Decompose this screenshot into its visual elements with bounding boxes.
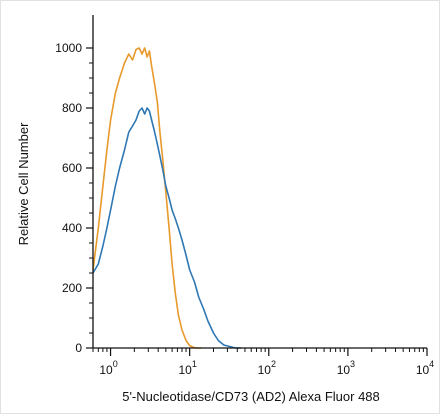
x-tick-label: 103: [337, 359, 355, 377]
series-line-1: [92, 47, 202, 349]
x-tick-label: 104: [416, 359, 434, 377]
series-line-2: [92, 107, 242, 349]
x-tick-label: 101: [178, 359, 196, 377]
y-tick-label: 800: [62, 101, 82, 115]
y-tick-label: 1000: [55, 41, 82, 55]
x-tick-label: 102: [258, 359, 276, 377]
y-axis-label: Relative Cell Number: [16, 122, 31, 245]
y-tick-label: 600: [62, 161, 82, 175]
x-axis-label: 5'-Nucleotidase/CD73 (AD2) Alexa Fluor 4…: [122, 389, 380, 404]
x-tick-label: 100: [99, 359, 117, 377]
axes-layer: 0 200 400 600 800 1000 100 101 102 103 104: [55, 15, 434, 377]
y-tick-label: 200: [62, 281, 82, 295]
series-layer: [92, 47, 242, 349]
y-tick-label: 0: [75, 341, 82, 355]
y-tick-label: 400: [62, 221, 82, 235]
